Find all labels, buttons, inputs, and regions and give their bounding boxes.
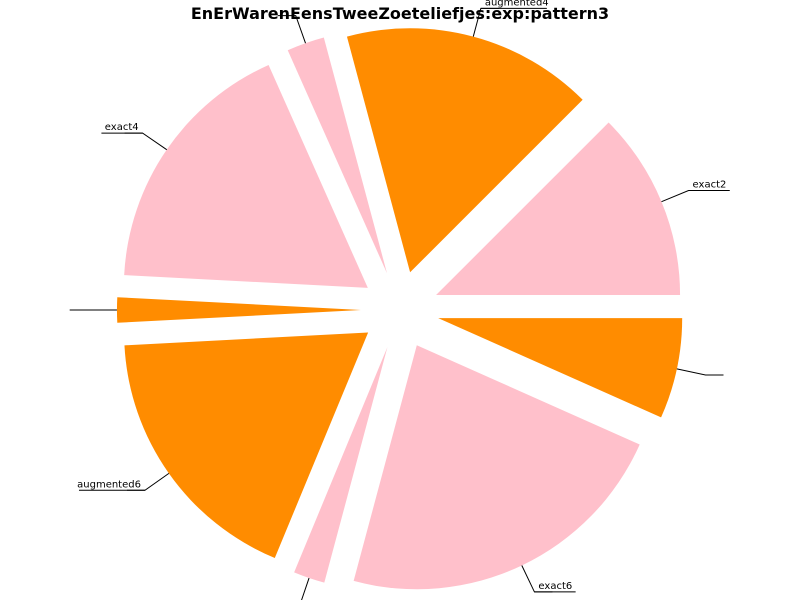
- slice-label-exact2: exact2: [693, 179, 727, 190]
- leader-line-unlabeled-2: [278, 16, 306, 44]
- slice-label-augmented6: augmented6: [77, 479, 141, 490]
- slice-label-exact6: exact6: [538, 581, 572, 592]
- slice-label-augmented4: augmented4: [485, 0, 549, 8]
- leader-line-exact4: [125, 133, 167, 150]
- leader-line-augmented4: [473, 8, 499, 36]
- leader-line-unlabeled-6: [282, 578, 309, 600]
- pie-slice-unlabeled-4: [117, 297, 361, 323]
- leader-line-unlabeled-8: [677, 369, 724, 375]
- slice-label-exact4: exact4: [105, 122, 139, 133]
- leader-line-exact2: [661, 190, 706, 201]
